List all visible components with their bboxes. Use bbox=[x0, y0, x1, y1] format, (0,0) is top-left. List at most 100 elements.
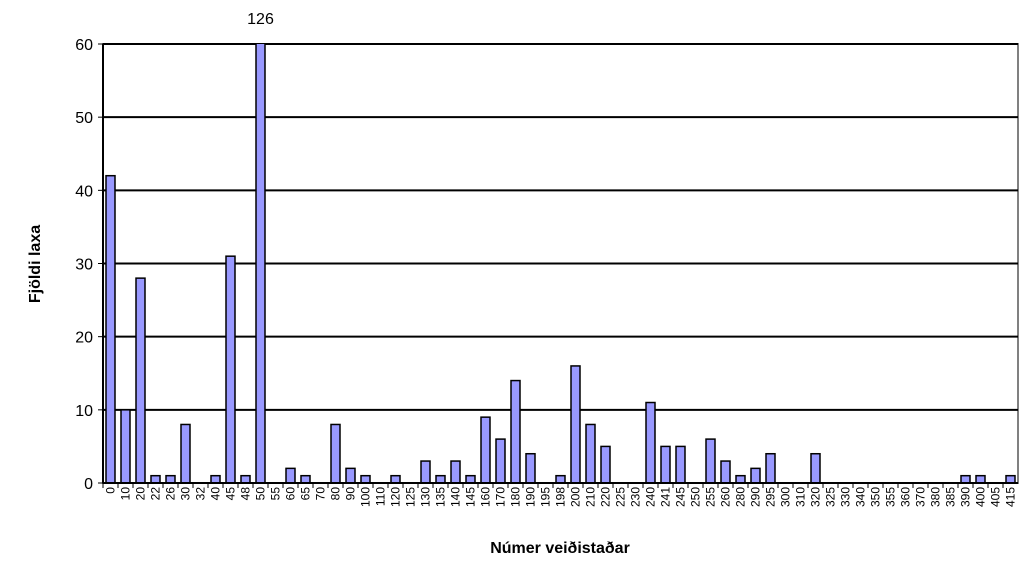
bar bbox=[360, 474, 371, 484]
bar bbox=[810, 452, 821, 484]
x-tick-label: 415 bbox=[1004, 487, 1018, 507]
x-tick-label: 160 bbox=[479, 487, 493, 507]
x-tick-label: 40 bbox=[209, 487, 223, 501]
bar bbox=[645, 401, 656, 484]
bar bbox=[1005, 474, 1016, 484]
x-tick-label: 10 bbox=[119, 487, 133, 501]
y-tick-label: 60 bbox=[75, 37, 93, 54]
x-tick-label: 310 bbox=[794, 487, 808, 507]
y-tick-label: 0 bbox=[84, 476, 93, 493]
x-tick-label: 120 bbox=[389, 487, 403, 507]
y-tick-label: 20 bbox=[75, 330, 93, 347]
x-tick-label: 110 bbox=[374, 487, 388, 506]
x-tick-label: 390 bbox=[959, 487, 973, 507]
bar bbox=[330, 423, 341, 484]
x-tick-label: 300 bbox=[779, 487, 793, 507]
bar bbox=[510, 379, 521, 484]
bar bbox=[720, 460, 731, 484]
bar bbox=[585, 423, 596, 484]
bar bbox=[240, 474, 251, 484]
x-tick-label: 50 bbox=[254, 487, 268, 501]
bar bbox=[600, 445, 611, 484]
x-tick-label: 22 bbox=[149, 487, 163, 501]
bar bbox=[120, 409, 131, 484]
x-tick-label: 355 bbox=[884, 487, 898, 507]
x-tick-label: 195 bbox=[539, 487, 553, 507]
bar bbox=[300, 474, 311, 484]
bar bbox=[705, 438, 716, 484]
bar bbox=[435, 474, 446, 484]
x-tick-label: 55 bbox=[269, 487, 283, 501]
x-tick-label: 330 bbox=[839, 487, 853, 507]
x-tick-label: 380 bbox=[929, 487, 943, 507]
bar bbox=[165, 474, 176, 484]
bar bbox=[750, 467, 761, 484]
x-tick-label: 290 bbox=[749, 487, 763, 507]
x-tick-label: 145 bbox=[464, 487, 478, 507]
bar bbox=[225, 255, 236, 484]
x-tick-label: 198 bbox=[554, 487, 568, 507]
bar bbox=[255, 44, 266, 484]
x-tick-label: 90 bbox=[344, 487, 358, 501]
x-tick-label: 325 bbox=[824, 487, 838, 507]
x-tick-label: 140 bbox=[449, 487, 463, 507]
x-tick-label: 280 bbox=[734, 487, 748, 507]
x-tick-label: 190 bbox=[524, 487, 538, 507]
bar bbox=[960, 474, 971, 484]
y-tick-label: 10 bbox=[75, 403, 93, 420]
bar bbox=[675, 445, 686, 484]
x-tick-label: 220 bbox=[599, 487, 613, 507]
x-tick-label: 295 bbox=[764, 487, 778, 507]
bar bbox=[975, 474, 986, 484]
x-tick-label: 245 bbox=[674, 487, 688, 507]
bar bbox=[420, 460, 431, 484]
x-tick-label: 210 bbox=[584, 487, 598, 507]
bar bbox=[105, 174, 116, 484]
bar bbox=[390, 474, 401, 484]
x-tick-label: 240 bbox=[644, 487, 658, 507]
x-tick-label: 385 bbox=[944, 487, 958, 507]
x-axis-label: Númer veiðistaðar bbox=[490, 540, 630, 557]
bar bbox=[180, 423, 191, 484]
bar bbox=[285, 467, 296, 484]
x-tick-label: 80 bbox=[329, 487, 343, 501]
y-tick-label: 30 bbox=[75, 257, 93, 274]
x-tick-label: 255 bbox=[704, 487, 718, 507]
y-tick-label: 50 bbox=[75, 110, 93, 127]
bar bbox=[660, 445, 671, 484]
x-tick-label: 125 bbox=[404, 487, 418, 507]
x-tick-label: 0 bbox=[104, 487, 118, 494]
x-tick-label: 340 bbox=[854, 487, 868, 507]
y-tick-label: 40 bbox=[75, 183, 93, 200]
data-label: 126 bbox=[247, 11, 274, 28]
y-axis-label: Fjöldi laxa bbox=[27, 225, 44, 303]
x-tick-label: 260 bbox=[719, 487, 733, 507]
x-tick-label: 180 bbox=[509, 487, 523, 507]
x-tick-label: 405 bbox=[989, 487, 1003, 507]
bar bbox=[555, 474, 566, 484]
x-tick-label: 70 bbox=[314, 487, 328, 501]
bar bbox=[450, 460, 461, 484]
bars bbox=[105, 44, 1016, 484]
bar bbox=[480, 416, 491, 484]
x-tick-label: 26 bbox=[164, 487, 178, 501]
x-tick-label: 241 bbox=[659, 487, 673, 507]
x-tick-label: 45 bbox=[224, 487, 238, 501]
x-tick-label: 32 bbox=[194, 487, 208, 501]
x-tick-label: 230 bbox=[629, 487, 643, 507]
bar bbox=[135, 277, 146, 484]
bar bbox=[735, 474, 746, 484]
bar bbox=[570, 365, 581, 484]
x-tick-label: 400 bbox=[974, 487, 988, 507]
x-tick-label: 130 bbox=[419, 487, 433, 507]
x-tick-label: 370 bbox=[914, 487, 928, 507]
bar bbox=[495, 438, 506, 484]
bar bbox=[465, 474, 476, 484]
x-tick-label: 48 bbox=[239, 487, 253, 501]
x-tick-label: 60 bbox=[284, 487, 298, 501]
x-tick-label: 200 bbox=[569, 487, 583, 507]
x-tick-label: 320 bbox=[809, 487, 823, 507]
x-tick-label: 250 bbox=[689, 487, 703, 507]
